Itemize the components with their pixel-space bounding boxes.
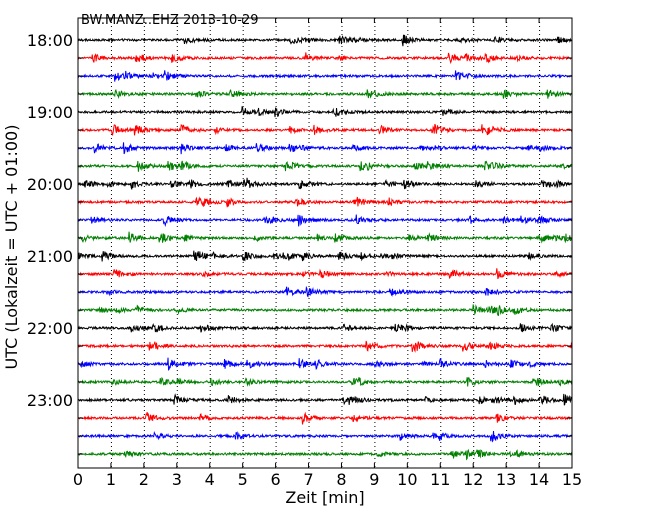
grid-lines — [110, 18, 541, 468]
y-axis-label: UTC (Lokalzeit = UTC + 01:00) — [2, 125, 21, 370]
x-tick-label: 4 — [205, 470, 215, 489]
trace-line — [77, 448, 573, 461]
trace-line — [77, 196, 573, 208]
trace-line — [77, 411, 573, 425]
trace-line — [77, 285, 573, 298]
chart-title: BW.MANZ..EHZ 2013-10-29 — [81, 13, 259, 28]
trace-line — [77, 88, 573, 100]
trace-line — [77, 357, 573, 371]
trace-line — [77, 340, 573, 353]
x-tick-label: 6 — [271, 470, 281, 489]
trace-line — [77, 214, 573, 228]
x-tick-label: 15 — [562, 470, 582, 489]
trace-line — [77, 70, 573, 82]
x-tick-label: 8 — [336, 470, 346, 489]
trace-line — [77, 376, 573, 387]
x-tick-label: 13 — [496, 470, 516, 489]
x-tick-label: 14 — [529, 470, 549, 489]
x-tick-label: 3 — [172, 470, 182, 489]
trace-line — [77, 268, 573, 280]
x-tick-label: 12 — [463, 470, 483, 489]
y-tick-label: 21:00 — [27, 247, 73, 266]
x-tick-label: 5 — [238, 470, 248, 489]
x-tick-label: 2 — [139, 470, 149, 489]
x-tick-label: 11 — [430, 470, 450, 489]
x-tick-label: 0 — [73, 470, 83, 489]
x-axis: 0 1 2 3 4 5 6 7 8 9 10 11 12 13 14 15 — [73, 18, 582, 489]
trace-line — [77, 160, 573, 172]
trace-line — [77, 34, 573, 47]
trace-line — [77, 177, 573, 190]
trace-line — [77, 430, 573, 443]
axes-frame — [77, 17, 573, 469]
y-tick-label: 20:00 — [27, 175, 73, 194]
trace-line — [77, 250, 573, 262]
y-axis: 18:00 19:00 20:00 21:00 22:00 23:00 — [27, 31, 572, 455]
x-axis-label: Zeit [min] — [285, 488, 364, 507]
x-tick-label: 9 — [369, 470, 379, 489]
trace-line — [77, 304, 573, 317]
trace-line — [77, 322, 573, 333]
y-tick-label: 19:00 — [27, 103, 73, 122]
trace-line — [77, 393, 573, 406]
trace-group — [77, 34, 573, 461]
trace-line — [77, 52, 573, 65]
y-tick-label: 22:00 — [27, 319, 73, 338]
trace-line — [77, 105, 573, 118]
trace-line — [77, 124, 573, 137]
x-tick-label: 7 — [303, 470, 313, 489]
x-tick-label: 1 — [106, 470, 116, 489]
y-tick-label: 23:00 — [27, 391, 73, 410]
x-tick-label: 10 — [397, 470, 417, 489]
trace-line — [77, 231, 573, 244]
trace-line — [77, 142, 573, 155]
y-tick-label: 18:00 — [27, 31, 73, 50]
